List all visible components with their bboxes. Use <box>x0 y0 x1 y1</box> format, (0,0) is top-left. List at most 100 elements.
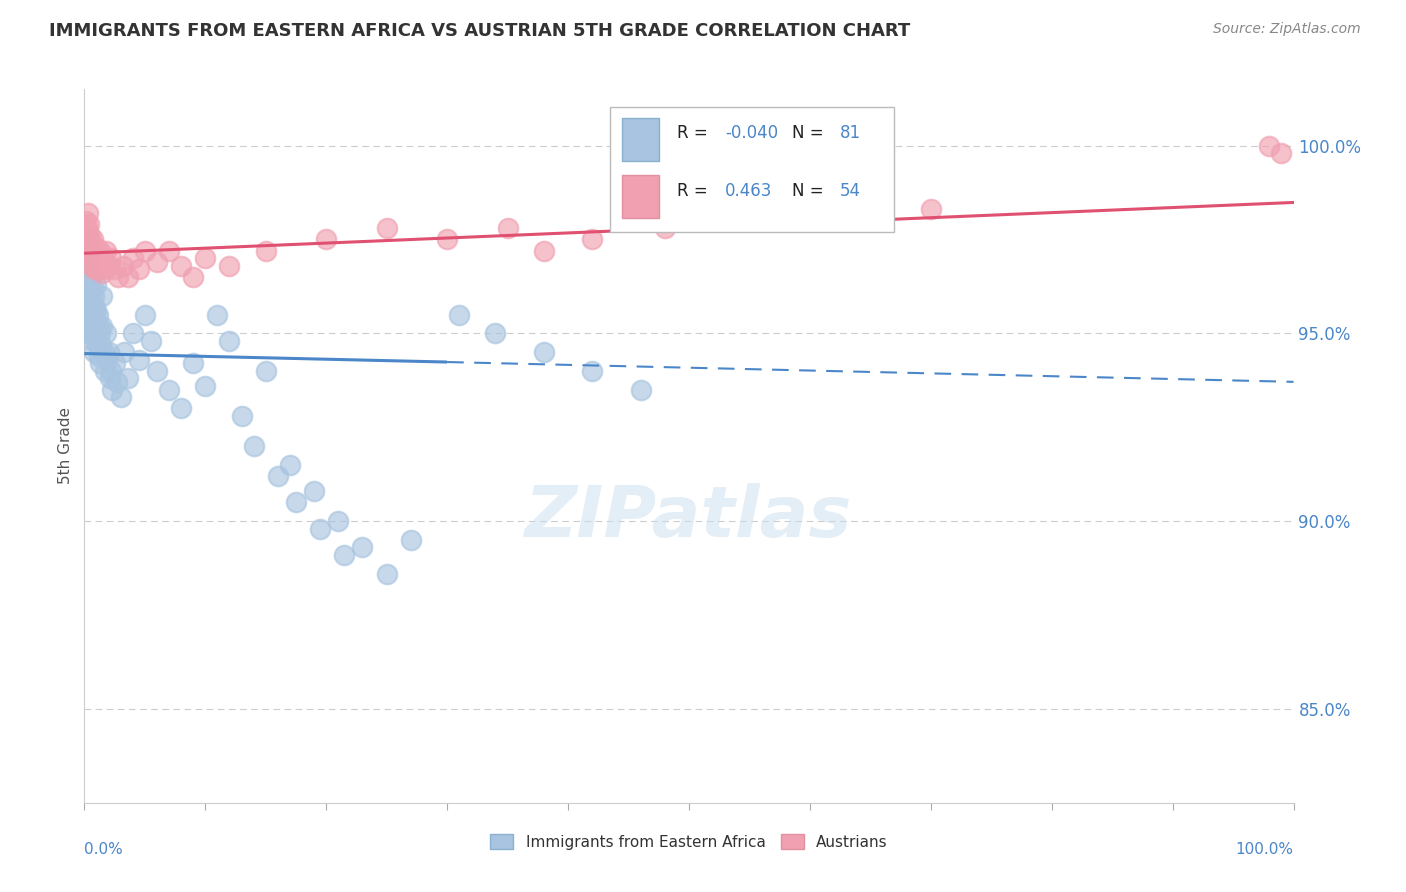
Point <box>79 228 101 243</box>
Point <box>82 308 104 322</box>
Point <box>121 251 143 265</box>
Point <box>86 259 108 273</box>
Point <box>76 296 98 310</box>
Point <box>1258 138 1281 153</box>
Point <box>86 251 108 265</box>
Point <box>77 206 100 220</box>
Point <box>533 345 555 359</box>
Point <box>654 221 676 235</box>
Point <box>630 383 652 397</box>
Point <box>82 232 104 246</box>
Bar <box>623 175 659 218</box>
Point <box>112 259 135 273</box>
Point <box>375 566 398 581</box>
Point <box>94 262 117 277</box>
Point <box>714 213 737 227</box>
Point <box>105 375 128 389</box>
Text: -0.040: -0.040 <box>725 125 779 143</box>
Point <box>581 364 603 378</box>
Point <box>77 308 100 322</box>
Point <box>218 334 240 348</box>
Point <box>117 371 139 385</box>
Point <box>181 270 204 285</box>
Point <box>86 308 108 322</box>
Point <box>90 337 112 351</box>
Point <box>94 244 117 258</box>
Point <box>79 247 101 261</box>
Point <box>84 326 107 341</box>
Point <box>436 232 458 246</box>
Point <box>107 270 129 285</box>
Point <box>112 345 135 359</box>
Point <box>75 236 97 251</box>
Point <box>139 334 162 348</box>
Point <box>799 206 821 220</box>
Text: IMMIGRANTS FROM EASTERN AFRICA VS AUSTRIAN 5TH GRADE CORRELATION CHART: IMMIGRANTS FROM EASTERN AFRICA VS AUSTRI… <box>49 22 911 40</box>
Point <box>77 232 100 246</box>
Point <box>77 274 100 288</box>
Point <box>91 289 114 303</box>
Point <box>146 364 169 378</box>
Text: Source: ZipAtlas.com: Source: ZipAtlas.com <box>1213 22 1361 37</box>
Point <box>87 318 110 333</box>
Y-axis label: 5th Grade: 5th Grade <box>58 408 73 484</box>
Point <box>328 514 350 528</box>
FancyBboxPatch shape <box>610 107 894 232</box>
Point <box>80 270 103 285</box>
Point <box>77 218 100 232</box>
Text: 0.463: 0.463 <box>725 182 772 200</box>
Point <box>76 244 98 258</box>
Point <box>134 308 156 322</box>
Point <box>86 240 108 254</box>
Point <box>77 251 100 265</box>
Bar <box>623 118 659 161</box>
Text: 100.0%: 100.0% <box>1236 842 1294 857</box>
Point <box>83 318 105 333</box>
Point <box>89 326 111 341</box>
Point <box>267 469 290 483</box>
Point <box>76 221 98 235</box>
Point <box>484 326 506 341</box>
Point <box>77 225 100 239</box>
Text: 0.0%: 0.0% <box>84 842 124 857</box>
Point <box>77 277 100 292</box>
Point <box>128 262 150 277</box>
Point <box>96 352 118 367</box>
Point <box>94 326 117 341</box>
Point <box>90 255 112 269</box>
Point <box>315 232 337 246</box>
Point <box>309 522 332 536</box>
Point <box>84 300 107 314</box>
Point <box>101 383 124 397</box>
Point <box>1270 146 1292 161</box>
Point <box>83 244 105 258</box>
Point <box>110 390 132 404</box>
Point <box>128 352 150 367</box>
Text: N =: N = <box>792 182 824 200</box>
Point <box>170 401 193 416</box>
Point <box>104 356 127 370</box>
Point <box>333 548 356 562</box>
Text: 54: 54 <box>841 182 860 200</box>
Point <box>80 240 103 254</box>
Point <box>79 289 101 303</box>
Point <box>94 364 117 378</box>
Point <box>121 326 143 341</box>
Point <box>194 379 217 393</box>
Point <box>207 308 229 322</box>
Point <box>75 259 97 273</box>
Point <box>581 232 603 246</box>
Point <box>100 364 122 378</box>
Point <box>79 259 101 273</box>
Point <box>84 251 107 265</box>
Point <box>97 345 120 359</box>
Point <box>82 334 104 348</box>
Point <box>284 495 308 509</box>
Point <box>157 244 180 258</box>
Point <box>104 262 127 277</box>
Point <box>97 259 120 273</box>
Point <box>100 251 122 265</box>
Point <box>89 356 111 370</box>
Point <box>93 251 115 265</box>
Legend: Immigrants from Eastern Africa, Austrians: Immigrants from Eastern Africa, Austrian… <box>484 828 894 855</box>
